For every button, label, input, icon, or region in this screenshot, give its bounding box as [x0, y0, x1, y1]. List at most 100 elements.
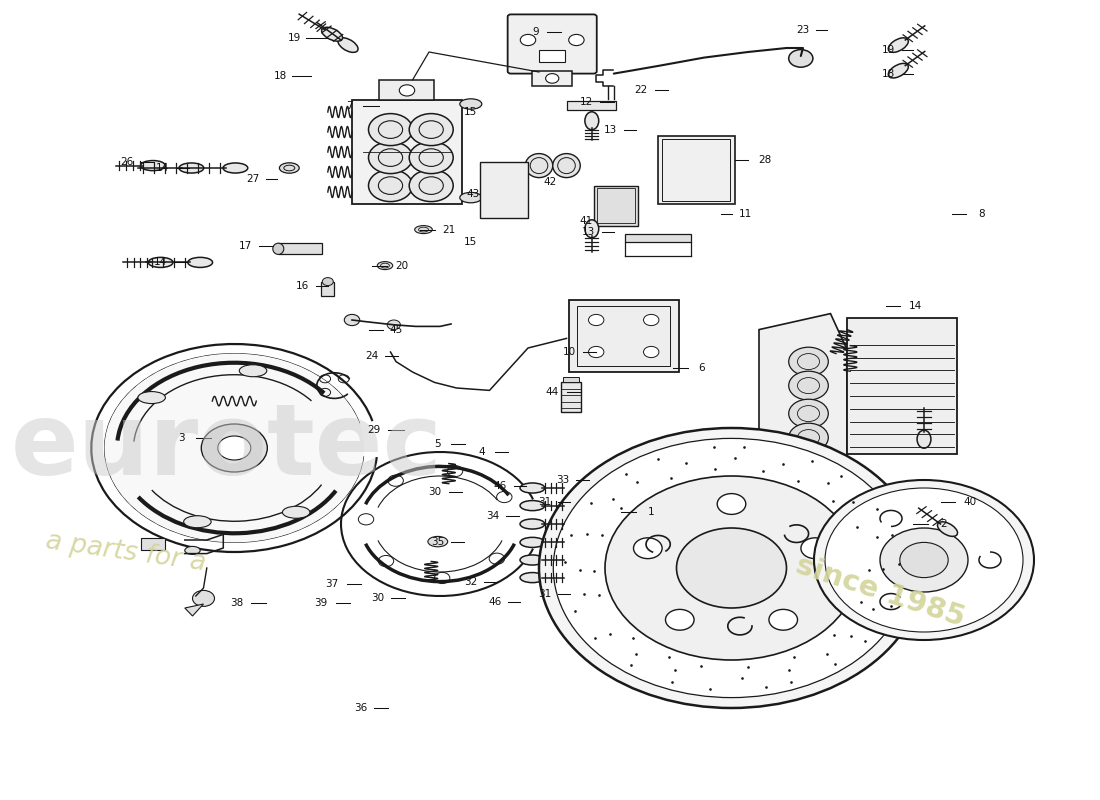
Text: 1: 1	[648, 507, 654, 517]
Bar	[569, 300, 679, 372]
Circle shape	[789, 371, 828, 400]
Text: 12: 12	[580, 98, 593, 107]
Bar	[597, 188, 635, 223]
Circle shape	[880, 528, 968, 592]
Ellipse shape	[585, 112, 598, 130]
Text: 5: 5	[434, 439, 441, 449]
Bar	[379, 80, 434, 100]
Circle shape	[378, 555, 394, 566]
Text: 14: 14	[154, 258, 167, 267]
Text: 28: 28	[758, 155, 771, 165]
Text: 17: 17	[239, 242, 252, 251]
Ellipse shape	[148, 258, 173, 267]
Circle shape	[192, 590, 215, 606]
Circle shape	[388, 475, 404, 486]
Ellipse shape	[185, 546, 200, 554]
Text: 32: 32	[464, 577, 477, 586]
Text: 18: 18	[274, 71, 287, 81]
Text: 34: 34	[486, 511, 499, 521]
Text: 37: 37	[326, 579, 339, 589]
Circle shape	[368, 114, 412, 146]
Ellipse shape	[428, 536, 448, 547]
Ellipse shape	[520, 501, 544, 510]
Circle shape	[676, 528, 786, 608]
Circle shape	[448, 466, 463, 477]
Bar	[278, 243, 322, 254]
Text: 13: 13	[604, 125, 617, 134]
Ellipse shape	[240, 365, 267, 377]
Circle shape	[539, 428, 924, 708]
Bar	[625, 234, 691, 242]
Circle shape	[409, 142, 453, 174]
Text: 39: 39	[315, 598, 328, 608]
Bar	[352, 100, 462, 204]
Circle shape	[104, 354, 364, 542]
Text: 2: 2	[940, 519, 947, 529]
Circle shape	[814, 480, 1034, 640]
Bar	[594, 186, 638, 226]
Circle shape	[387, 320, 400, 330]
Text: 45: 45	[389, 325, 403, 334]
Text: 41: 41	[580, 216, 593, 226]
Circle shape	[644, 346, 659, 358]
Circle shape	[666, 610, 694, 630]
Circle shape	[825, 488, 1023, 632]
Text: 36: 36	[354, 703, 367, 713]
Text: 40: 40	[964, 497, 977, 506]
Ellipse shape	[321, 27, 342, 41]
Ellipse shape	[520, 483, 544, 493]
Circle shape	[201, 424, 267, 472]
Ellipse shape	[585, 220, 598, 238]
Ellipse shape	[526, 154, 552, 178]
Text: 42: 42	[543, 177, 557, 186]
Bar	[321, 282, 334, 296]
Ellipse shape	[520, 538, 544, 547]
Circle shape	[789, 399, 828, 428]
Text: 30: 30	[371, 594, 384, 603]
Circle shape	[789, 423, 828, 452]
Circle shape	[368, 170, 412, 202]
Circle shape	[359, 514, 374, 525]
Ellipse shape	[223, 163, 248, 173]
Ellipse shape	[889, 38, 909, 52]
Bar	[578, 306, 670, 366]
Text: 4: 4	[478, 447, 485, 457]
Text: 6: 6	[698, 363, 705, 373]
Text: 7: 7	[346, 101, 353, 110]
Text: 19: 19	[882, 46, 895, 55]
Text: 31: 31	[538, 497, 551, 506]
Circle shape	[588, 314, 604, 326]
Text: 27: 27	[246, 174, 260, 184]
Ellipse shape	[460, 98, 482, 110]
Text: 21: 21	[442, 226, 455, 235]
Ellipse shape	[937, 522, 957, 536]
Text: a parts for a: a parts for a	[44, 528, 208, 576]
Ellipse shape	[138, 391, 165, 403]
Circle shape	[634, 538, 662, 558]
Text: 3: 3	[178, 434, 185, 443]
Ellipse shape	[141, 161, 165, 170]
Bar	[847, 318, 957, 454]
Ellipse shape	[273, 243, 284, 254]
Bar	[539, 50, 565, 62]
Circle shape	[368, 142, 412, 174]
Text: 11: 11	[739, 210, 752, 219]
Circle shape	[605, 476, 858, 660]
Ellipse shape	[188, 258, 212, 267]
Ellipse shape	[415, 226, 432, 234]
Text: 38: 38	[230, 598, 243, 608]
Ellipse shape	[520, 555, 544, 565]
Text: 43: 43	[466, 189, 480, 198]
Circle shape	[496, 491, 512, 502]
Text: 46: 46	[488, 598, 502, 607]
Circle shape	[218, 436, 251, 460]
Text: 22: 22	[635, 86, 648, 95]
Bar	[662, 139, 730, 201]
Circle shape	[490, 553, 505, 564]
Circle shape	[322, 278, 333, 286]
Text: since 1985: since 1985	[792, 551, 968, 633]
Circle shape	[344, 314, 360, 326]
Circle shape	[409, 114, 453, 146]
Bar	[561, 382, 581, 412]
Text: 9: 9	[532, 27, 539, 37]
